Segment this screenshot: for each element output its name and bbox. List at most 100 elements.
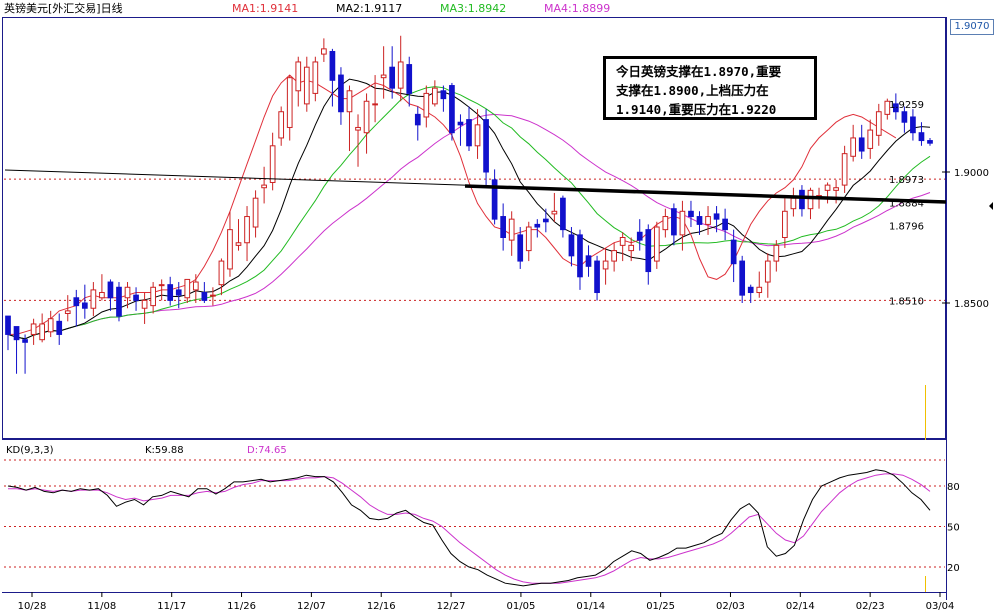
- annotation-box: 今日英镑支撑在1.8970,重要 支撑在1.8900,上档压力在 1.9140,重要…: [603, 56, 817, 120]
- last-price-tag: 1.9070: [950, 19, 994, 35]
- candle-body: [653, 226, 660, 262]
- candle-body: [722, 218, 728, 231]
- kd-k-line: [7, 469, 931, 587]
- candle-body: [747, 286, 754, 294]
- kd-indicator: [4, 459, 945, 587]
- level-label: 1.8510: [889, 296, 924, 307]
- candle-body: [175, 289, 182, 296]
- candle-body: [303, 66, 310, 105]
- date-label: 11/26: [227, 601, 256, 611]
- candle-body: [64, 310, 71, 314]
- candle-body: [858, 137, 865, 152]
- candle-body: [244, 216, 250, 244]
- k-value-label: K:59.88: [145, 445, 184, 456]
- candle-body: [235, 242, 242, 246]
- candle-body: [269, 145, 276, 183]
- candle-body: [295, 61, 302, 92]
- annotation-line-1: 今日英镑支撑在1.8970,重要: [616, 64, 782, 79]
- candle-body: [133, 294, 139, 301]
- candle-body: [833, 187, 839, 191]
- candle-body: [116, 286, 122, 317]
- dotted-level-lines: [4, 178, 945, 301]
- level-label: 1.8796: [889, 221, 924, 232]
- candle-body: [141, 299, 148, 309]
- candle-body: [867, 129, 874, 149]
- candle-body: [22, 339, 28, 343]
- date-label: 01/14: [576, 601, 605, 611]
- main-panel-frame: [2, 17, 946, 439]
- ma3-label: MA3:1.8942: [440, 2, 506, 15]
- candle-body: [508, 218, 515, 241]
- candle-body: [764, 260, 771, 283]
- candle-body: [329, 50, 336, 81]
- candle-body: [662, 216, 669, 231]
- candle-body: [167, 284, 174, 301]
- candle-body: [910, 116, 916, 134]
- candle-body: [380, 74, 387, 79]
- kd-label: KD(9,3,3): [6, 445, 54, 456]
- candle-body: [782, 210, 788, 239]
- date-label: 12/07: [297, 601, 326, 611]
- candle-body: [636, 231, 643, 241]
- candle-body: [927, 140, 933, 144]
- date-label: 02/23: [856, 601, 885, 611]
- candle-body: [875, 111, 882, 136]
- candle-body: [158, 284, 165, 287]
- candle-body: [705, 216, 711, 225]
- candle-body: [483, 119, 489, 173]
- kd-axis-label: 80: [947, 482, 960, 493]
- candle-body: [363, 100, 370, 134]
- candle-body: [192, 281, 199, 291]
- candle-body: [560, 197, 566, 231]
- level-label: 1.8884: [889, 198, 924, 209]
- annotation-line-2: 支撑在1.8900,上档压力在: [616, 83, 769, 98]
- candle-body: [739, 260, 746, 296]
- candle-body: [602, 260, 609, 270]
- trendline-thick: [464, 184, 947, 204]
- date-label: 03/04: [926, 601, 955, 611]
- candle-body: [432, 87, 438, 105]
- candle-body: [372, 103, 378, 106]
- candle-body: [525, 226, 532, 252]
- candle-body: [227, 229, 233, 270]
- candle-body: [799, 189, 805, 210]
- candle-body: [312, 61, 319, 94]
- candle-body: [278, 111, 285, 139]
- candle-body: [286, 77, 293, 128]
- candle-body: [107, 281, 114, 299]
- candle-body: [491, 179, 498, 220]
- candle-body: [184, 278, 191, 299]
- candle-body: [261, 184, 267, 189]
- date-label: 11/17: [157, 601, 186, 611]
- candle-body: [884, 100, 891, 115]
- candle-body: [389, 66, 396, 89]
- candle-body: [542, 218, 549, 223]
- candle-body: [628, 244, 635, 252]
- candle-body: [423, 92, 430, 118]
- candle-body: [577, 234, 583, 278]
- candle-body: [645, 229, 652, 273]
- date-label: 12/27: [437, 601, 466, 611]
- candle-body: [218, 260, 225, 286]
- candle-body: [252, 197, 259, 228]
- candle-body: [150, 286, 156, 307]
- candle-body: [671, 208, 677, 236]
- scroll-arrow-icon[interactable]: [989, 202, 993, 210]
- date-label: 02/14: [786, 601, 815, 611]
- candle-body: [5, 315, 11, 335]
- date-label: 02/03: [716, 601, 745, 611]
- candle-body: [807, 189, 814, 210]
- candle-body: [406, 64, 413, 94]
- candle-body: [124, 286, 131, 299]
- candle-body: [611, 250, 617, 262]
- ma2-label: MA2:1.9117: [336, 2, 402, 15]
- date-label: 01/25: [646, 601, 675, 611]
- candle-body: [918, 132, 925, 142]
- kd-axis-label: 20: [947, 563, 960, 574]
- candle-body: [679, 210, 686, 236]
- candle-body: [457, 121, 464, 126]
- candle-body: [756, 286, 763, 294]
- axis-labels: 1.9000 1.8500 1.9259 1.8973 1.8884 1.8796 1.85…: [18, 100, 989, 611]
